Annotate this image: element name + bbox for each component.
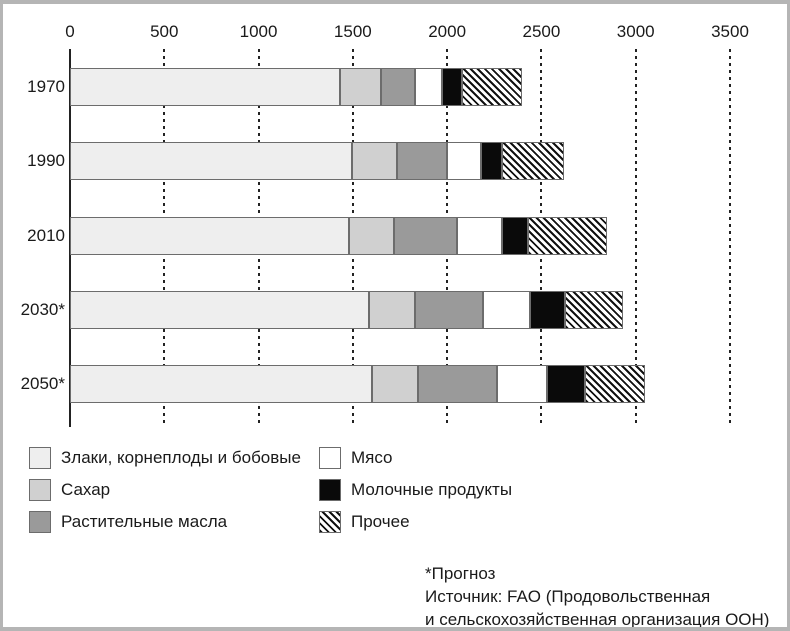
bar-segment — [368, 290, 416, 329]
category-label: 2030* — [20, 299, 65, 319]
category-label: 1990 — [27, 151, 65, 171]
x-axis-tick-label: 2500 — [522, 22, 561, 41]
x-axis-tick-label: 1000 — [239, 22, 278, 41]
footnote-source-line1: Источник: FAO (Продовольственная — [425, 587, 711, 606]
category-label: 1970 — [27, 77, 65, 96]
bar-segment — [481, 142, 502, 181]
category-label: 2010 — [27, 225, 65, 245]
bar-segment — [462, 68, 522, 106]
bar-segment — [351, 142, 398, 181]
bar-segment — [456, 216, 502, 255]
bar-row — [3, 290, 787, 329]
legend-swatch-icon — [319, 479, 341, 501]
legend-item: Растительные масла — [29, 511, 227, 533]
footnote-source-line2: и сельскохозяйственная организация ООН) — [425, 610, 770, 629]
legend-item: Злаки, корнеплоды и бобовые — [29, 447, 301, 469]
gridline — [634, 49, 637, 427]
legend-label: Злаки, корнеплоды и бобовые — [61, 448, 301, 467]
bar-segment — [417, 365, 498, 404]
bar-segment — [447, 142, 482, 181]
bar-segment — [381, 68, 416, 106]
footnote-forecast: *Прогноз — [425, 564, 496, 583]
bar-segment — [70, 365, 372, 404]
bar-segment — [394, 216, 457, 255]
legend-label: Прочее — [351, 512, 410, 531]
bar-segment — [70, 216, 350, 255]
legend-swatch-icon — [29, 447, 51, 469]
category-label: 2050* — [20, 374, 65, 394]
bar-segment — [565, 290, 623, 329]
bar-segment — [528, 216, 608, 255]
bar-segment — [415, 290, 483, 329]
x-axis-tick-label: 500 — [150, 22, 179, 41]
bar-segment — [497, 365, 548, 404]
x-axis-tick-label: 3500 — [711, 22, 749, 41]
bar-segment — [415, 68, 443, 106]
x-axis-tick-label: 1500 — [333, 22, 372, 41]
bar-segment — [482, 290, 531, 329]
legend-swatch-icon — [319, 511, 341, 533]
legend-item: Прочее — [319, 511, 410, 533]
bar-row — [3, 216, 787, 255]
bar-segment — [70, 142, 352, 181]
bar-segment — [70, 68, 340, 106]
footnote: *Прогноз Источник: FAO (Продовольственна… — [425, 562, 770, 629]
bar-segment — [547, 365, 585, 404]
legend-label: Сахар — [61, 480, 111, 499]
bar-row — [3, 142, 787, 181]
bar-segment — [371, 365, 418, 404]
bar-segment — [584, 365, 646, 404]
legend-label: Молочные продукты — [351, 480, 513, 499]
bar-segment — [339, 68, 382, 106]
bar-segment — [397, 142, 448, 181]
x-axis-tick-label: 2000 — [428, 22, 467, 41]
bar-segment — [70, 290, 369, 329]
bar-segment — [349, 216, 395, 255]
legend-swatch-icon — [29, 479, 51, 501]
bar-segment — [530, 290, 565, 329]
legend-item: Мясо — [319, 447, 393, 469]
legend-item: Сахар — [29, 479, 110, 501]
bar-row — [3, 68, 787, 106]
bar-segment — [442, 68, 463, 106]
legend-swatch-icon — [29, 511, 51, 533]
bar-row — [3, 365, 787, 404]
legend-swatch-icon — [319, 447, 341, 469]
x-axis-tick-label: 3000 — [616, 22, 655, 41]
x-axis-tick-label: 0 — [65, 22, 75, 41]
legend-label: Мясо — [351, 448, 393, 467]
legend-item: Молочные продукты — [319, 479, 512, 501]
legend-label: Растительные масла — [61, 512, 228, 531]
bar-segment — [501, 216, 529, 255]
bar-segment — [501, 142, 565, 181]
gridline — [729, 49, 731, 427]
